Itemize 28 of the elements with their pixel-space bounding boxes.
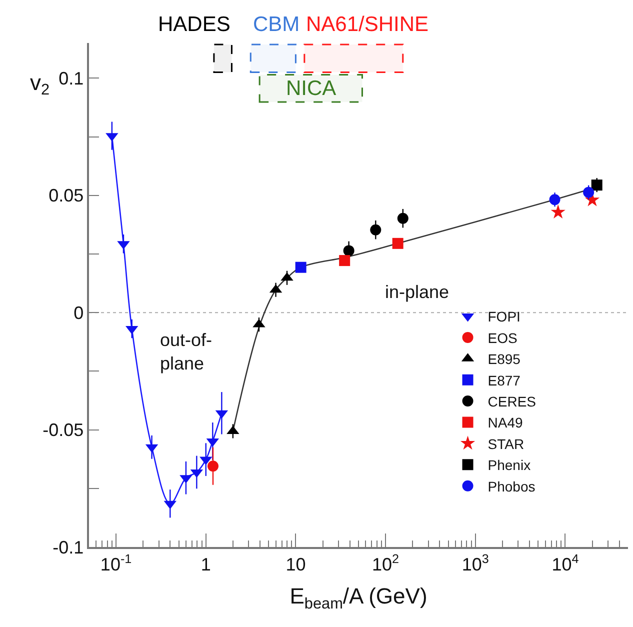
band-label: NA61/SHINE [306, 13, 429, 36]
y-tick-label: -0.05 [42, 420, 84, 440]
x-tick-label: 10$^{3}$ [462, 552, 489, 574]
band-label: HADES [158, 13, 230, 36]
y-axis-title: v$_{2}$ [30, 70, 50, 99]
y-tick-label: 0 [74, 302, 84, 323]
legend-label: STAR [488, 436, 524, 452]
x-tick-label: 10$^{-1}$ [100, 552, 132, 574]
x-tick-label: 10$^{4}$ [552, 552, 579, 574]
band-label: NICA [286, 77, 336, 100]
y-tick-label: 0.05 [48, 186, 84, 206]
annotation: out-of- plane [160, 330, 212, 374]
legend-label: E877 [488, 372, 521, 388]
x-tick-label: 1 [200, 554, 211, 574]
x-axis-title: E$_{beam}$/A (GeV) [290, 584, 428, 612]
legend-label: Phenix [488, 457, 531, 474]
legend-label: FOPI [488, 308, 520, 325]
y-tick-label: -0.1 [52, 537, 84, 558]
legend-label: Phobos [488, 478, 536, 494]
legend-label: CERES [488, 394, 536, 410]
x-tick-label: 10$^{2}$ [372, 552, 400, 574]
band-label: CBM [253, 13, 300, 36]
legend-label: E895 [488, 351, 521, 368]
legend-label: EOS [488, 330, 518, 346]
y-tick-label: 0.1 [58, 68, 84, 88]
annotation: in-plane [385, 282, 450, 302]
x-tick-label: 10 [286, 554, 306, 574]
legend-label: NA49 [488, 414, 523, 431]
